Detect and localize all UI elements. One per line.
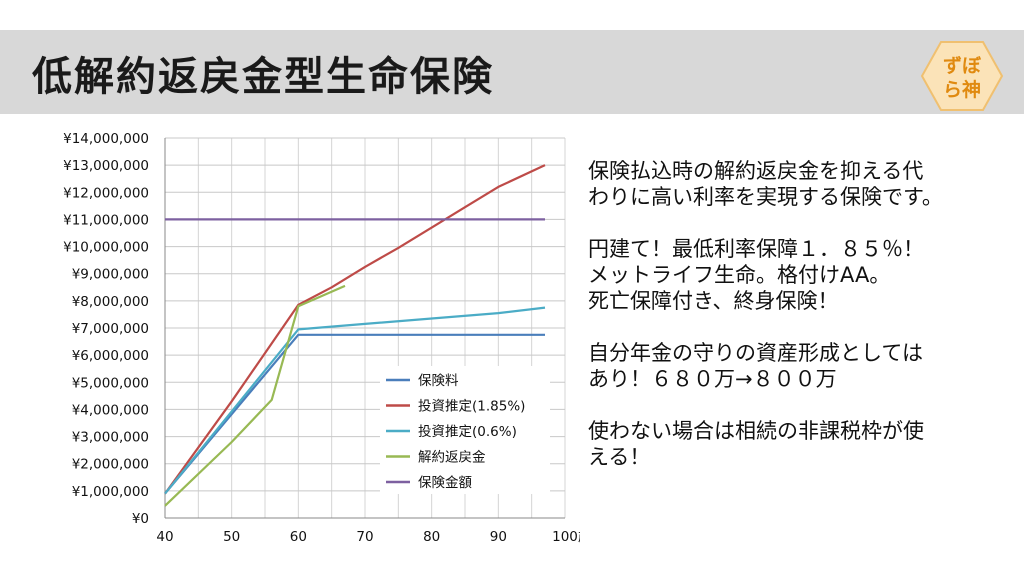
logo: ずぼ ら神 — [920, 41, 1004, 111]
y-tick-label: ¥13,000,000 — [63, 158, 149, 174]
chart: ¥0 ¥1,000,000 ¥2,000,000 ¥3,000,000 ¥4,000,0… — [0, 120, 592, 576]
series-line — [164, 306, 546, 495]
y-tick-label: ¥7,000,000 — [72, 321, 149, 337]
description-paragraph-4: 使わない場合は相続の非課税枠が使 える！ — [588, 419, 924, 469]
y-tick-label: ¥3,000,000 — [72, 430, 149, 446]
description-paragraph-2: 円建て！最低利率保障１．８５％！ メットライフ生命。格付けAA。 死亡保障付き、… — [588, 237, 924, 313]
series-line — [164, 333, 545, 495]
series-line — [164, 284, 346, 507]
header-bar: 低解約返戻金型生命保険 — [0, 30, 1024, 114]
logo-badge-shape — [920, 41, 1004, 111]
legend-label: 保険料 — [418, 373, 459, 389]
logo-line-1: ずぼ — [943, 55, 982, 77]
page-title: 低解約返戻金型生命保険 — [32, 54, 494, 100]
series-line — [164, 164, 546, 495]
y-tick-label: ¥11,000,000 — [63, 212, 149, 228]
logo-line-2: ら神 — [943, 78, 981, 101]
x-tick-label: 70 — [356, 529, 373, 545]
y-tick-label: ¥6,000,000 — [72, 348, 149, 364]
legend-label: 保険金額 — [418, 475, 472, 491]
x-tick-label: 100 — [552, 529, 578, 545]
legend-label: 投資推定(1.85%) — [418, 399, 525, 415]
y-tick-label: ¥5,000,000 — [72, 375, 149, 391]
y-tick-label: ¥12,000,000 — [63, 185, 149, 201]
x-axis-label: 歳 — [578, 529, 580, 545]
y-tick-label: ¥14,000,000 — [63, 131, 149, 147]
y-tick-label: ¥2,000,000 — [72, 457, 149, 473]
x-tick-label: 40 — [156, 529, 173, 545]
description-paragraph-1: 保険払込時の解約返戻金を抑える代 わりに高い利率を実現する保険です。 — [588, 159, 943, 209]
legend-label: 解約返戻金 — [418, 450, 486, 466]
x-tick-label: 60 — [290, 529, 307, 545]
legend-label: 投資推定(0.6%) — [418, 424, 517, 440]
y-tick-label: ¥0 — [132, 511, 149, 527]
x-tick-label: 90 — [490, 529, 507, 545]
y-tick-label: ¥4,000,000 — [72, 402, 149, 418]
y-tick-label: ¥9,000,000 — [72, 267, 149, 283]
x-tick-label: 50 — [223, 529, 240, 545]
y-tick-label: ¥10,000,000 — [63, 240, 149, 256]
description-paragraph-3: 自分年金の守りの資産形成としては あり！６８０万→８００万 — [588, 341, 923, 391]
chart-svg: ¥0 ¥1,000,000 ¥2,000,000 ¥3,000,000 ¥4,000,0… — [63, 131, 592, 545]
y-tick-label: ¥8,000,000 — [72, 294, 149, 310]
x-tick-label: 80 — [423, 529, 440, 545]
y-tick-label: ¥1,000,000 — [72, 484, 149, 500]
description: 保険払込時の解約返戻金を抑える代 わりに高い利率を実現する保険です。 円建て！最… — [588, 158, 1018, 496]
